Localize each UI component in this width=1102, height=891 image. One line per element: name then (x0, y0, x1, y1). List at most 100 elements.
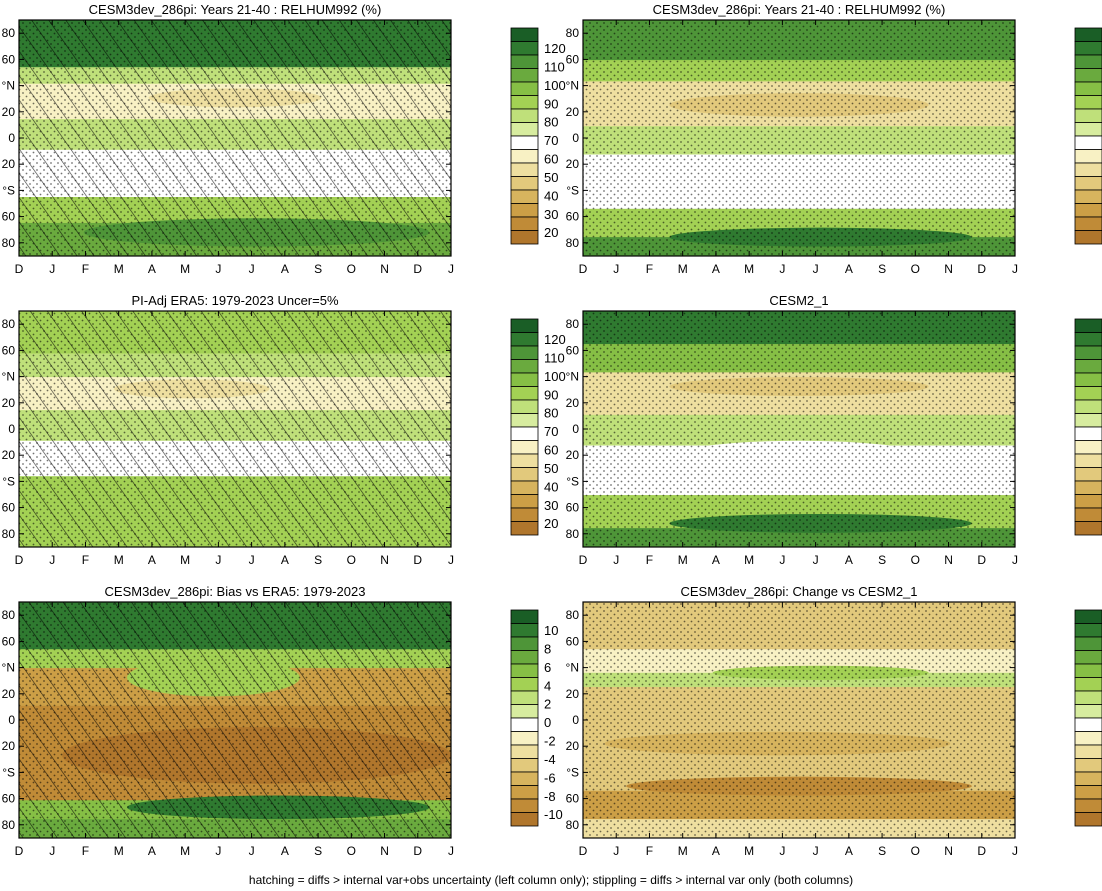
y-tick-label: 80 (2, 608, 16, 622)
colorbar-swatch (1074, 149, 1102, 164)
panel-4: CESM2_1 80 60 °N 20 0 20 °S 60 80 D J F M A M J J A S O N D J 12… (566, 293, 1102, 567)
y-tick-label: 60 (2, 792, 16, 806)
colorbar-swatch (510, 359, 539, 374)
x-tick-label: S (878, 844, 886, 858)
y-tick-label: 60 (2, 501, 16, 515)
colorbar-swatch (1074, 332, 1102, 347)
x-tick-label: J (49, 553, 55, 567)
colorbar-label: 100 (544, 78, 566, 93)
colorbar-swatch (510, 318, 539, 333)
x-tick-label: J (215, 262, 221, 276)
heatmap-field (583, 602, 1015, 838)
colorbar-swatch (1074, 135, 1102, 150)
x-tick-label: S (878, 553, 886, 567)
colorbar-label: 0 (544, 715, 551, 730)
colorbar-swatch (510, 717, 539, 732)
colorbar-label: 60 (544, 152, 558, 167)
colorbar-swatch (1074, 453, 1102, 468)
y-tick-label: °S (2, 183, 15, 197)
colorbar-label: 70 (544, 424, 558, 439)
y-tick-label: 20 (566, 739, 580, 753)
y-tick-label: 80 (2, 26, 16, 40)
panel-title: CESM3dev_286pi: Years 21-40 : RELHUM992 … (653, 2, 946, 17)
y-tick-label: 20 (2, 739, 16, 753)
colorbar-swatch (510, 609, 539, 624)
x-tick-label: F (82, 262, 89, 276)
colorbar-swatch (1074, 798, 1102, 813)
panel-2: CESM3dev_286pi: Years 21-40 : RELHUM992 … (566, 2, 1102, 276)
colorbar-swatch (1074, 467, 1102, 482)
colorbar-swatch (510, 68, 539, 83)
colorbar-swatch (510, 332, 539, 347)
colorbar-swatch (510, 81, 539, 96)
panel-6: CESM3dev_286pi: Change vs CESM2_1 80 60 °N 2… (566, 584, 1102, 858)
x-tick-label: F (82, 844, 89, 858)
colorbar-swatch (1074, 771, 1102, 786)
x-tick-label: A (712, 262, 720, 276)
colorbar-swatch (510, 494, 539, 509)
colorbar-swatch (510, 372, 539, 387)
colorbar-swatch (510, 758, 539, 773)
x-tick-label: N (380, 844, 389, 858)
x-tick-label: J (779, 262, 785, 276)
colorbar-label: 20 (544, 516, 558, 531)
colorbar-label: 80 (544, 115, 558, 130)
colorbar-swatch (1074, 318, 1102, 333)
colorbar-label: 90 (544, 96, 558, 111)
colorbar-swatch (1074, 216, 1102, 231)
hatching-overlay (19, 311, 451, 547)
x-tick-label: M (678, 844, 688, 858)
x-tick-label: N (380, 553, 389, 567)
x-tick-label: J (49, 844, 55, 858)
colorbar-label: 6 (544, 660, 551, 675)
stippling-overlay (583, 311, 1015, 547)
colorbar-swatch (510, 690, 539, 705)
colorbar-swatch (1074, 372, 1102, 387)
colorbar-label: 10 (544, 623, 558, 638)
y-tick-label: 80 (566, 527, 580, 541)
colorbar-label: 30 (544, 207, 558, 222)
y-tick-label: °S (2, 765, 15, 779)
y-tick-label: °N (2, 661, 15, 675)
x-tick-label: J (49, 262, 55, 276)
y-tick-label: 60 (2, 343, 16, 357)
colorbar-label: 110 (544, 60, 565, 75)
panel-title: CESM3dev_286pi: Change vs CESM2_1 (680, 584, 917, 599)
y-tick-label: °S (566, 474, 579, 488)
colorbar-swatch (1074, 122, 1102, 137)
colorbar-swatch (1074, 609, 1102, 624)
colorbar-swatch (1074, 176, 1102, 191)
colorbar-label: 90 (544, 387, 558, 402)
y-tick-label: 60 (2, 210, 16, 224)
y-tick-label: 20 (566, 687, 580, 701)
x-tick-label: S (314, 262, 322, 276)
x-tick-label: S (878, 262, 886, 276)
x-tick-label: M (678, 262, 688, 276)
colorbar-label: 50 (544, 170, 558, 185)
colorbar-swatch (510, 440, 539, 455)
x-tick-label: D (977, 262, 986, 276)
x-tick-label: J (448, 553, 454, 567)
colorbar-swatch (510, 731, 539, 746)
y-tick-label: 20 (566, 448, 580, 462)
colorbar-swatch (1074, 677, 1102, 692)
x-tick-label: O (347, 553, 356, 567)
colorbar-swatch (1074, 68, 1102, 83)
y-tick-label: 20 (566, 105, 580, 119)
colorbar-swatch (1074, 690, 1102, 705)
x-tick-label: N (380, 262, 389, 276)
x-tick-label: M (114, 553, 124, 567)
y-tick-label: 60 (566, 501, 580, 515)
colorbar-label: 30 (544, 498, 558, 513)
colorbar-swatch (510, 386, 539, 401)
x-tick-label: S (314, 553, 322, 567)
y-tick-label: 0 (8, 422, 15, 436)
colorbar-label: 100 (544, 369, 566, 384)
colorbar-swatch (1074, 27, 1102, 42)
colorbar-swatch (1074, 108, 1102, 123)
y-tick-label: 20 (566, 157, 580, 171)
x-tick-label: A (845, 844, 853, 858)
x-tick-label: A (281, 553, 289, 567)
colorbar-swatch (1074, 785, 1102, 800)
colorbar-swatch (1074, 230, 1102, 245)
